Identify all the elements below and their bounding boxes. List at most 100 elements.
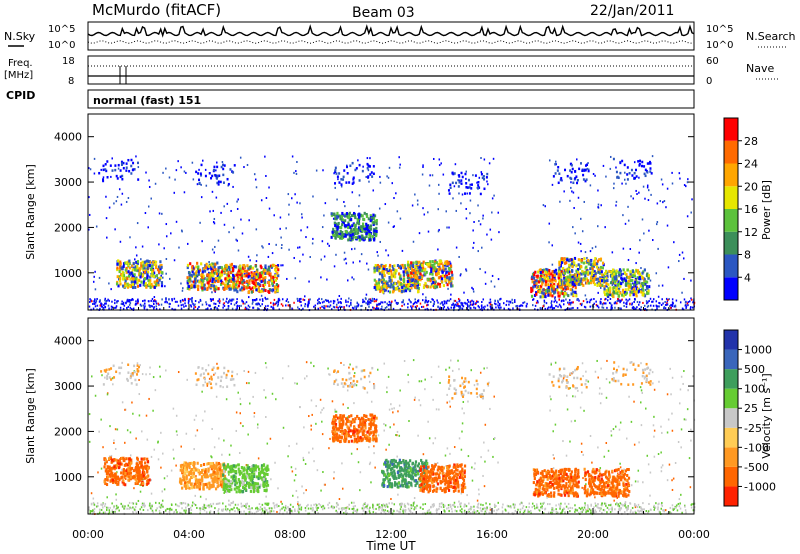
range-gate-cell (553, 300, 555, 303)
range-gate-cell (248, 285, 251, 289)
range-gate-cell (363, 211, 366, 215)
range-gate-cell (536, 274, 539, 278)
range-gate-cell (417, 299, 419, 302)
range-gate-cell (601, 283, 604, 287)
range-gate-cell (662, 302, 664, 305)
range-gate-cell (300, 300, 302, 303)
range-gate-cell (217, 266, 220, 270)
range-gate-cell (421, 266, 425, 270)
range-gate-cell (91, 300, 93, 303)
range-gate-cell (93, 172, 96, 175)
range-gate-cell (579, 302, 582, 305)
range-gate-cell (139, 364, 141, 367)
range-gate-cell (458, 179, 460, 182)
range-gate-cell (614, 283, 617, 287)
range-gate-cell (230, 209, 232, 212)
range-gate-cell (373, 214, 377, 218)
range-gate-cell (433, 262, 436, 266)
range-gate-cell (256, 302, 258, 305)
range-gate-cell (156, 277, 159, 281)
range-gate-cell (537, 270, 540, 274)
range-gate-cell (105, 302, 107, 305)
range-gate-cell (132, 282, 135, 286)
range-gate-cell (281, 298, 284, 301)
range-gate-cell (626, 301, 628, 304)
range-gate-cell (633, 290, 636, 294)
range-gate-cell (261, 279, 264, 283)
range-gate-cell (449, 186, 452, 190)
range-gate-cell (136, 284, 140, 288)
range-gate-cell (408, 282, 411, 286)
range-gate-cell (203, 276, 206, 280)
range-gate-cell (633, 271, 636, 275)
range-gate-cell (672, 302, 674, 305)
range-gate-cell (270, 301, 272, 304)
range-gate-cell (479, 371, 482, 374)
range-gate-cell (634, 292, 637, 296)
range-gate-cell (332, 299, 335, 302)
range-gate-cell (271, 392, 274, 395)
range-gate-cell (489, 298, 492, 301)
range-gate-cell (648, 162, 651, 165)
range-gate-cell (395, 434, 397, 437)
range-gate-cell (536, 299, 539, 302)
range-gate-cell (104, 163, 107, 166)
range-gate-cell (88, 228, 90, 231)
range-gate-cell (602, 302, 605, 305)
range-gate-cell (122, 301, 125, 304)
colorbar-swatch (724, 118, 738, 141)
range-gate-cell (363, 300, 365, 303)
range-gate-cell (373, 286, 376, 290)
range-gate-cell (645, 280, 649, 284)
range-gate-cell (288, 203, 290, 206)
range-gate-cell (136, 264, 139, 268)
range-gate-cell (686, 181, 689, 184)
range-gate-cell (391, 265, 394, 269)
range-gate-cell (88, 413, 91, 416)
range-gate-cell (443, 302, 446, 305)
range-gate-cell (356, 221, 359, 225)
range-gate-cell (118, 268, 121, 272)
range-gate-cell (406, 263, 410, 267)
range-gate-cell (220, 266, 223, 270)
range-gate-cell (104, 299, 106, 302)
range-gate-cell (383, 281, 386, 285)
range-gate-cell (248, 305, 251, 308)
range-gate-cell (618, 281, 621, 285)
range-gate-cell (222, 163, 225, 167)
range-gate-cell (587, 169, 590, 173)
range-gate-cell (409, 273, 412, 277)
range-gate-cell (413, 285, 417, 289)
range-gate-cell (107, 304, 110, 307)
range-gate-cell (208, 279, 212, 283)
range-gate-cell (223, 270, 226, 274)
range-gate-cell (311, 447, 314, 450)
range-gate-cell (125, 166, 128, 169)
range-gate-cell (237, 198, 239, 201)
range-gate-cell (588, 271, 592, 275)
range-gate-cell (235, 429, 238, 432)
beam-title: Beam 03 (352, 5, 415, 21)
range-gate-cell (196, 279, 199, 283)
range-gate-cell (607, 283, 610, 287)
range-gate-cell (655, 300, 658, 303)
range-gate-cell (259, 271, 262, 275)
range-gate-cell (199, 172, 202, 175)
range-gate-cell (570, 278, 573, 282)
range-gate-cell (363, 236, 366, 240)
range-gate-cell (225, 263, 228, 267)
range-gate-cell (150, 304, 152, 307)
range-gate-cell (127, 197, 130, 200)
range-gate-cell (213, 165, 216, 169)
range-gate-cell (581, 169, 584, 172)
range-gate-cell (682, 257, 685, 260)
range-gate-cell (110, 454, 113, 457)
range-gate-cell (176, 300, 178, 303)
range-gate-cell (460, 492, 463, 495)
range-gate-cell (645, 274, 649, 278)
range-gate-cell (570, 307, 573, 310)
range-gate-cell (488, 301, 491, 304)
range-gate-cell (570, 186, 572, 189)
range-gate-cell (627, 279, 630, 283)
range-gate-cell (406, 280, 410, 284)
